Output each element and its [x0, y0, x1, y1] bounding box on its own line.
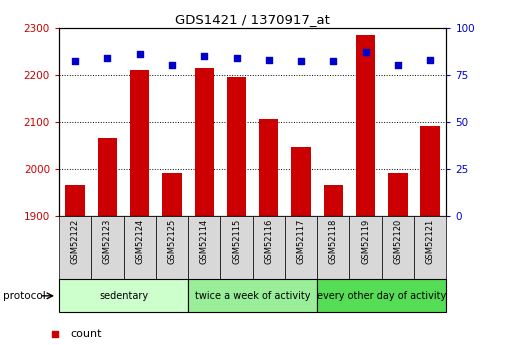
Point [200, 53, 208, 59]
Bar [162, 173, 182, 216]
Bar [221, 216, 252, 279]
Point [103, 55, 111, 60]
Text: GSM52118: GSM52118 [329, 219, 338, 264]
Point [362, 49, 370, 55]
Bar [188, 279, 317, 312]
Text: count: count [70, 329, 102, 339]
Bar [259, 119, 279, 216]
Point [297, 59, 305, 64]
Point [71, 59, 79, 64]
Bar [59, 279, 188, 312]
Text: GSM52119: GSM52119 [361, 219, 370, 264]
Text: protocol: protocol [3, 291, 45, 301]
Text: GSM52123: GSM52123 [103, 219, 112, 264]
Text: twice a week of activity: twice a week of activity [195, 291, 310, 301]
Bar [414, 216, 446, 279]
Point [168, 62, 176, 68]
Bar [349, 216, 382, 279]
Point [135, 51, 144, 57]
Bar [130, 70, 149, 216]
Bar [356, 34, 376, 216]
Bar [66, 185, 85, 216]
Bar [291, 147, 311, 216]
Bar [59, 216, 91, 279]
Bar [91, 216, 124, 279]
Bar [97, 138, 117, 216]
Point [426, 57, 435, 62]
Title: GDS1421 / 1370917_at: GDS1421 / 1370917_at [175, 13, 330, 27]
Point [340, 37, 348, 42]
Point [329, 59, 338, 64]
Bar [317, 216, 349, 279]
Text: sedentary: sedentary [99, 291, 148, 301]
Bar [388, 173, 407, 216]
Text: GSM52114: GSM52114 [200, 219, 209, 264]
Bar [124, 216, 156, 279]
Bar [317, 279, 446, 312]
Text: GSM52120: GSM52120 [393, 219, 402, 264]
Bar [188, 216, 221, 279]
Point [394, 62, 402, 68]
Text: every other day of activity: every other day of activity [317, 291, 446, 301]
Point [232, 55, 241, 60]
Text: GSM52124: GSM52124 [135, 219, 144, 264]
Bar [382, 216, 414, 279]
Bar [252, 216, 285, 279]
Bar [285, 216, 317, 279]
Text: GSM52117: GSM52117 [297, 219, 306, 264]
Bar [156, 216, 188, 279]
Text: GSM52122: GSM52122 [71, 219, 80, 264]
Bar [227, 77, 246, 216]
Bar [194, 68, 214, 216]
Bar [421, 126, 440, 216]
Text: GSM52116: GSM52116 [264, 219, 273, 264]
Point [340, 240, 348, 246]
Bar [324, 185, 343, 216]
Text: GSM52121: GSM52121 [426, 219, 435, 264]
Text: GSM52115: GSM52115 [232, 219, 241, 264]
Text: GSM52125: GSM52125 [167, 219, 176, 264]
Point [265, 57, 273, 62]
